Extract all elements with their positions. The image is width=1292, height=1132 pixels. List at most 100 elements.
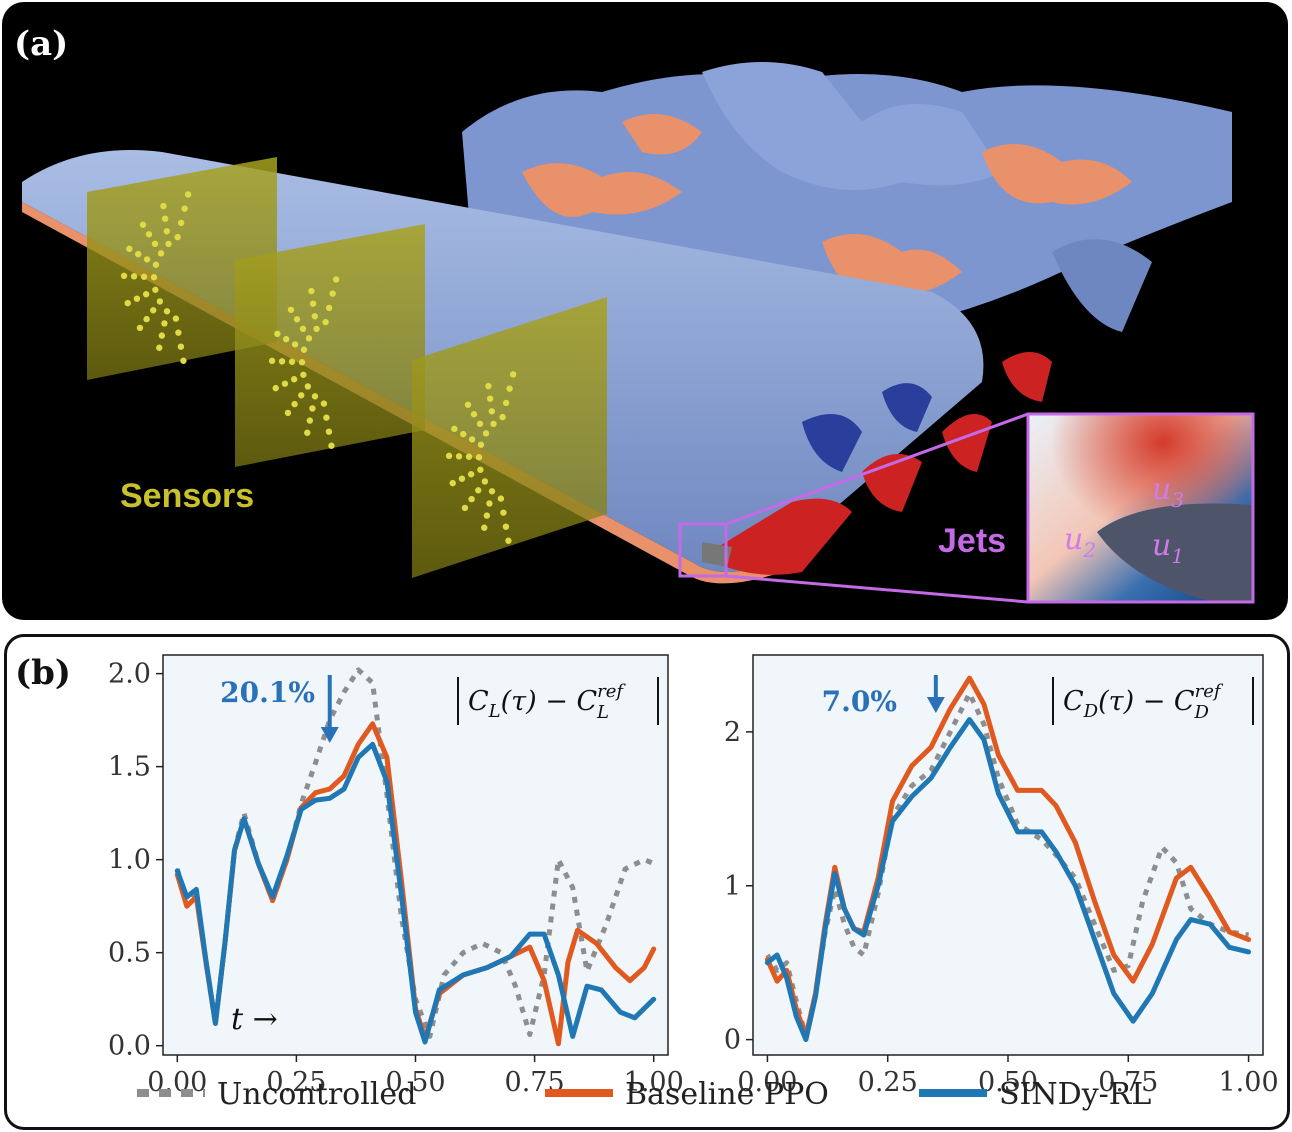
sensor-dot	[455, 453, 463, 460]
sensor-dot	[133, 295, 141, 302]
sensor-dot	[288, 358, 296, 365]
legend-entry-sindy-rl: SINDy-RL	[919, 1077, 1151, 1112]
sensor-dot	[477, 466, 484, 473]
sensor-dot	[481, 478, 489, 485]
sensor-dot	[152, 261, 160, 268]
sensor-dot	[143, 315, 150, 323]
legend-label: Baseline PPO	[625, 1077, 829, 1112]
sensor-dot	[143, 256, 151, 263]
y-tick-label: 1.5	[108, 752, 151, 783]
sensor-dot	[328, 442, 335, 449]
y-tick-label: 0.0	[108, 1031, 151, 1062]
sensor-dot	[325, 428, 333, 435]
sensor-dot	[304, 429, 311, 436]
sensors-label: Sensors	[120, 477, 254, 515]
charts-canvas: 0.00 0.25 0.50 0.75 1.00 0.0 0.5 1.0 1.5 2.0 20.1%…	[108, 654, 1279, 1112]
sensor-dot	[485, 382, 492, 390]
x-tick-label: 1.00	[624, 1067, 684, 1098]
sensor-dot	[281, 380, 289, 387]
x-tick-label: 1.00	[1219, 1067, 1279, 1098]
y-tick-label: 2.0	[108, 659, 151, 690]
sensor-dot	[323, 414, 330, 421]
sensor-dot	[272, 384, 279, 392]
sensor-dot	[468, 436, 476, 443]
sensor-dot	[163, 308, 171, 315]
reduction-annotation: 20.1%	[220, 676, 315, 709]
flow-field-render: Sensors Jets u3 u2 u1	[22, 62, 1255, 604]
sensor-dot	[468, 495, 475, 503]
panel-a-label: (a)	[14, 24, 69, 64]
y-tick-label: 1	[724, 871, 741, 902]
sensor-dot	[502, 523, 510, 530]
sensor-dot	[451, 425, 458, 433]
sensor-dot	[475, 454, 483, 461]
sensor-dot	[458, 475, 466, 482]
sensor-dot	[475, 487, 482, 494]
sensor-dot	[158, 332, 166, 339]
sensor-dot	[181, 205, 188, 212]
time-arrow-label: t →	[231, 1002, 278, 1037]
sensor-dot	[500, 509, 507, 516]
sensor-dot	[505, 537, 512, 544]
legend-label: Uncontrolled	[217, 1077, 416, 1112]
sensor-dot	[287, 306, 295, 313]
sensor-dot	[464, 401, 472, 408]
sensor-dot	[160, 202, 167, 210]
sensor-dot	[157, 250, 165, 257]
sensor-dot	[140, 273, 148, 280]
sensor-dot	[486, 500, 493, 507]
sensor-dot	[145, 231, 153, 238]
sensor-dot	[142, 291, 150, 298]
plot-area	[752, 654, 1264, 1056]
legend-label: SINDy-RL	[999, 1077, 1151, 1112]
sensor-dot	[161, 215, 169, 222]
reduction-annotation: 7.0%	[822, 685, 897, 718]
sensor-dot	[136, 324, 144, 332]
sensor-dot	[151, 240, 159, 248]
sensor-dot	[460, 430, 467, 438]
sensor-dot	[300, 346, 308, 353]
sensor-dot	[488, 408, 496, 415]
sensor-dot	[470, 411, 478, 418]
sensor-dot	[481, 524, 488, 531]
jets-label: Jets	[938, 522, 1006, 560]
legend-entry-uncontrolled: Uncontrolled	[137, 1077, 416, 1112]
chart-title: CL(τ) − Cref L	[457, 677, 659, 725]
sensor-dot	[135, 250, 142, 258]
sensor-dot	[298, 392, 305, 399]
sensor-dot	[309, 405, 316, 412]
sensor-dot	[445, 452, 453, 460]
sensor-dot	[313, 325, 320, 333]
x-tick-label: 0.50	[978, 1067, 1038, 1098]
sensor-dot	[165, 240, 172, 248]
sensor-dot	[320, 400, 328, 407]
sensor-dot	[174, 233, 181, 241]
reduction-arrow-head	[926, 697, 945, 713]
sensor-dot	[152, 286, 159, 293]
sensor-dot	[497, 495, 505, 502]
x-tick-label: 0.00	[737, 1067, 797, 1098]
sensor-dot	[161, 320, 168, 327]
sensor-dot	[130, 273, 138, 280]
sensor-dot	[308, 287, 315, 295]
sensor-dots	[120, 191, 517, 544]
panel-a-flow-visualization: Sensors Jets u3 u2 u1 (a)	[2, 2, 1288, 620]
jets-inset	[678, 412, 1255, 604]
sensor-planes	[87, 157, 607, 578]
panel-b-label: (b)	[15, 653, 71, 693]
sensor-dot	[172, 315, 180, 322]
x-tick-label: 0.25	[266, 1067, 326, 1098]
sensor-dot	[490, 420, 497, 428]
y-tick-label: 2	[724, 717, 741, 748]
reduction-arrow-head	[320, 727, 339, 743]
sensor-dot	[465, 453, 473, 460]
sensor-dot	[476, 420, 484, 428]
sensor-dot	[180, 357, 187, 364]
sensor-dot	[502, 399, 510, 407]
sensor-dot	[163, 228, 171, 235]
series-line-sindy-rl	[174, 741, 657, 1045]
sensor-dot	[150, 307, 157, 314]
sensor-dot	[311, 393, 319, 400]
